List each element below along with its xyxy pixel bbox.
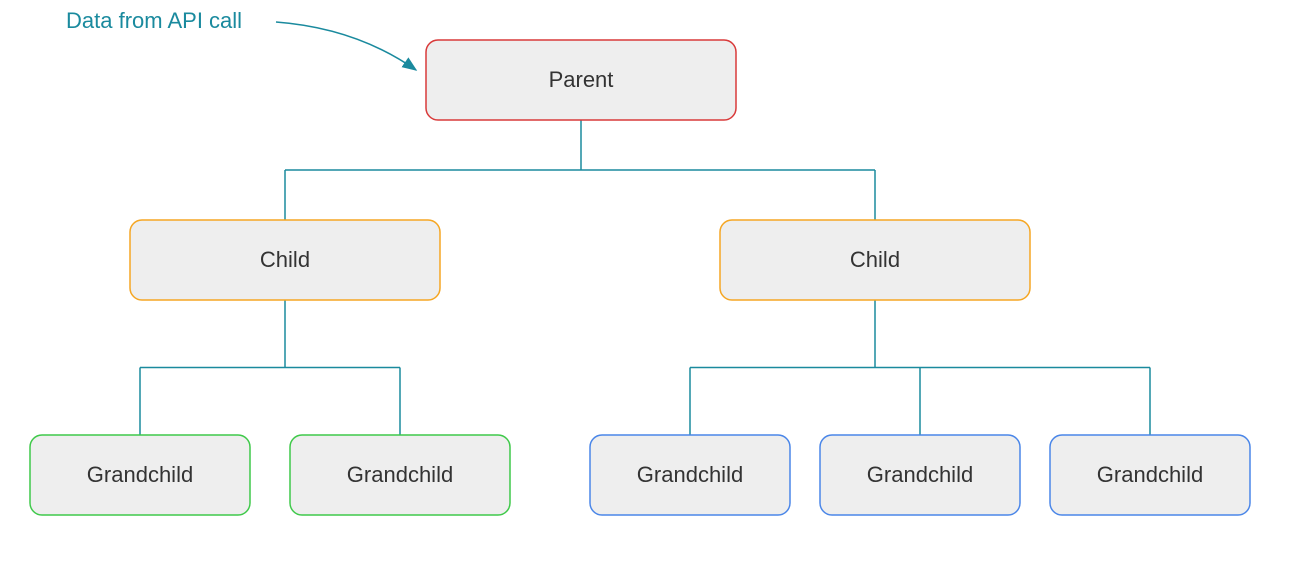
- node-gc-5: Grandchild: [1050, 435, 1250, 515]
- node-label: Parent: [549, 67, 614, 92]
- node-label: Grandchild: [867, 462, 973, 487]
- node-label: Grandchild: [1097, 462, 1203, 487]
- node-label: Grandchild: [637, 462, 743, 487]
- node-child-l: Child: [130, 220, 440, 300]
- node-gc-1: Grandchild: [30, 435, 250, 515]
- node-label: Child: [850, 247, 900, 272]
- annotation-arrow: [276, 22, 416, 70]
- node-child-r: Child: [720, 220, 1030, 300]
- node-parent: Parent: [426, 40, 736, 120]
- component-tree-diagram: Parent Child Child Grandchild Grandchild Gran…: [0, 0, 1301, 564]
- node-label: Grandchild: [87, 462, 193, 487]
- node-gc-3: Grandchild: [590, 435, 790, 515]
- node-label: Child: [260, 247, 310, 272]
- annotation: Data from API call: [66, 8, 416, 70]
- node-gc-4: Grandchild: [820, 435, 1020, 515]
- node-label: Grandchild: [347, 462, 453, 487]
- annotation-label: Data from API call: [66, 8, 242, 33]
- node-gc-2: Grandchild: [290, 435, 510, 515]
- tree-nodes: Parent Child Child Grandchild Grandchild Gran…: [30, 40, 1250, 515]
